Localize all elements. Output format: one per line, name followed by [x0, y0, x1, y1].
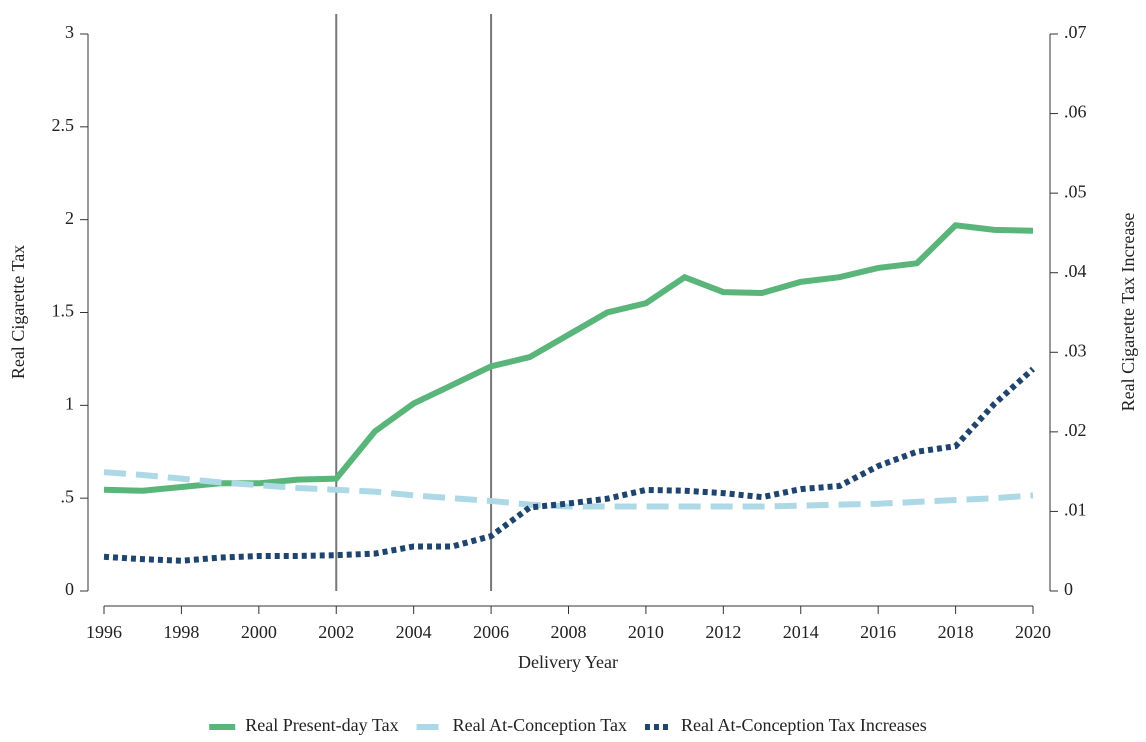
x-axis-title: Delivery Year: [518, 652, 618, 672]
x-tick-label: 2000: [241, 622, 277, 642]
x-tick-label: 2006: [473, 622, 509, 642]
y2-tick-label: .03: [1064, 340, 1087, 360]
y-tick-label: .5: [61, 486, 75, 506]
y2-tick-label: .05: [1064, 181, 1087, 201]
y-tick-label: 1.5: [52, 301, 75, 321]
x-tick-label: 2008: [551, 622, 587, 642]
series-line: [103, 469, 1034, 510]
x-tick-label: 2016: [860, 622, 896, 642]
y-tick-label: 1: [65, 393, 74, 413]
y-tick-label: 3: [65, 22, 74, 42]
y2-axis-title: Real Cigarette Tax Increase: [1118, 213, 1138, 412]
series-line: [103, 222, 1034, 494]
x-tick-label: 2002: [318, 622, 354, 642]
series-line: [103, 366, 1036, 564]
y-tick-label: 2: [65, 208, 74, 228]
y2-tick-label: .07: [1064, 22, 1087, 42]
x-tick-label: 2020: [1015, 622, 1051, 642]
y2-tick-label: 0: [1064, 579, 1073, 599]
x-tick-label: 2004: [396, 622, 432, 642]
y-tick-label: 2.5: [52, 115, 75, 135]
x-tick-label: 2012: [705, 622, 741, 642]
y-axis-title: Real Cigarette Tax: [8, 245, 28, 379]
y-tick-label: 0: [65, 579, 74, 599]
x-tick-label: 1996: [86, 622, 122, 642]
y2-tick-label: .06: [1064, 102, 1087, 122]
x-tick-label: 2014: [783, 622, 819, 642]
y2-tick-label: .01: [1064, 500, 1087, 520]
legend-label: Real At-Conception Tax: [453, 715, 627, 735]
y2-tick-label: .02: [1064, 420, 1087, 440]
legend-label: Real At-Conception Tax Increases: [681, 715, 927, 735]
legend-label: Real Present-day Tax: [245, 715, 398, 735]
x-tick-label: 2018: [938, 622, 974, 642]
x-tick-label: 2010: [628, 622, 664, 642]
x-tick-label: 1998: [163, 622, 199, 642]
y2-tick-label: .04: [1064, 261, 1087, 281]
